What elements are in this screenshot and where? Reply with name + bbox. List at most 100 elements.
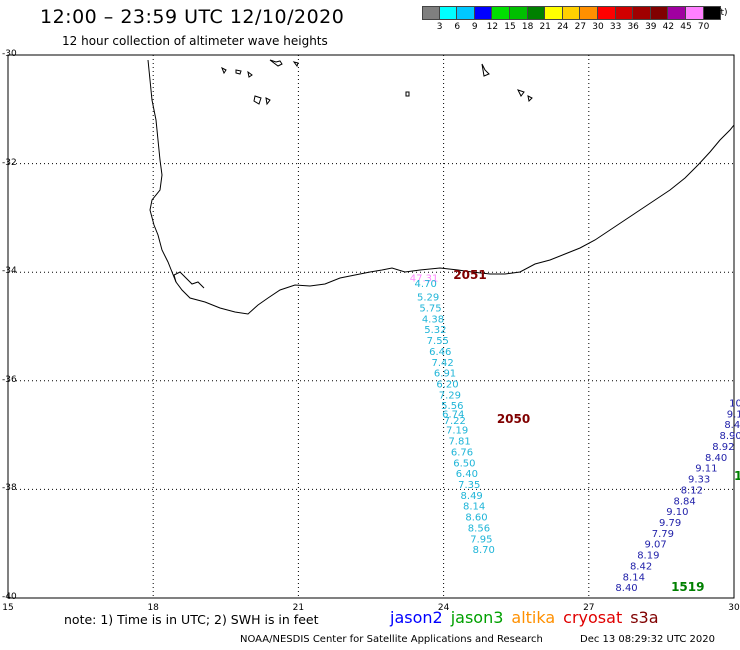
lat-tick-label: -38 <box>2 483 17 494</box>
map-grid <box>8 55 734 598</box>
satellite-name: jason3 <box>450 608 504 627</box>
pass-time-label: 2051 <box>453 268 486 282</box>
legend-label: 18 <box>521 22 534 32</box>
satellite-name: s3a <box>630 608 659 627</box>
legend-swatch <box>562 6 581 20</box>
wave-height-label: 6.20 <box>436 380 458 391</box>
legend-swatch <box>527 6 546 20</box>
legend-swatch <box>615 6 634 20</box>
legend-swatch <box>633 6 651 20</box>
coastline-inlet <box>173 271 205 289</box>
legend-swatch <box>422 6 440 20</box>
altimeter-tracks: 47.314.70 5.295.754.385.327.556.467.426.9… <box>410 268 740 594</box>
page-subtitle: 12 hour collection of altimeter wave hei… <box>62 34 328 48</box>
generation-timestamp: Dec 13 08:29:32 UTC 2020 <box>580 634 715 645</box>
legend-label: 6 <box>454 22 461 32</box>
wave-height-label: 8.70 <box>473 545 495 556</box>
footnote: note: 1) Time is in UTC; 2) SWH is in fe… <box>64 612 319 627</box>
map-frame <box>7 54 735 599</box>
wave-height-label: 6.76 <box>451 447 473 458</box>
legend-label: 9 <box>471 22 478 32</box>
satellite-legend: jason2 jason3 altika cryosat s3a <box>390 608 667 627</box>
coastline <box>147 59 735 315</box>
wave-height-label: 8.56 <box>468 523 490 534</box>
page-title: 12:00 – 23:59 UTC 12/10/2020 <box>40 6 345 28</box>
lon-tick-label: 30 <box>728 603 740 613</box>
legend-label: 70 <box>697 22 710 32</box>
wave-height-label: 9.33 <box>688 475 710 486</box>
pass-time-label: 2050 <box>497 412 530 426</box>
wave-height-label: 8.19 <box>637 551 659 562</box>
legend-swatch <box>703 6 722 20</box>
wave-height-label: 7.95 <box>470 534 492 545</box>
legend-swatch <box>650 6 669 20</box>
lat-tick-label: -34 <box>2 266 17 277</box>
wave-height-label: 9.11 <box>695 464 717 475</box>
wave-height-label: 7.22 <box>444 416 466 427</box>
wave-height-label: 7.81 <box>448 437 470 448</box>
wave-height-label: 5.29 <box>417 293 439 304</box>
legend-label: 36 <box>627 22 639 32</box>
wave-height-label: 7.19 <box>446 426 468 437</box>
legend-swatch <box>509 6 528 20</box>
legend-label: 45 <box>680 22 692 32</box>
wave-height-label: 7.79 <box>652 529 674 540</box>
wave-height-label: 6.74 <box>442 409 464 420</box>
legend-swatch <box>597 6 616 20</box>
wave-height-label: 8.14 <box>463 502 485 513</box>
lon-tick-label: 18 <box>147 603 159 613</box>
wave-height-label: 6.50 <box>453 458 475 469</box>
satellite-name: cryosat <box>563 608 623 627</box>
lat-tick-label: -30 <box>2 49 17 59</box>
wave-height-label: 47.31 <box>410 274 439 285</box>
wave-height-label: 6.91 <box>434 369 456 380</box>
color-legend: 3 6 9 12 15 18 21 24 27 30 33 36 39 42 45 70 (ft) <box>422 6 728 34</box>
lat-tick-label: -40 <box>2 592 17 602</box>
lon-tick-label: 24 <box>437 603 450 613</box>
wave-height-label: 7.29 <box>439 390 461 401</box>
legend-swatch <box>668 6 686 20</box>
legend-label: 21 <box>539 22 551 32</box>
wave-height-label: 5.75 <box>419 303 441 314</box>
wave-height-label: 8.90 <box>719 431 740 442</box>
island-group <box>221 59 533 106</box>
legend-label: 24 <box>557 22 569 32</box>
legend-label: 3 <box>436 22 443 32</box>
wave-height-label: 8.14 <box>623 572 645 583</box>
wave-height-label: 9.07 <box>644 540 666 551</box>
wave-height-label: 8.42 <box>630 561 652 572</box>
legend-label: 33 <box>609 22 622 32</box>
legend-label: 39 <box>645 22 657 32</box>
wave-height-label: 9.10 <box>666 507 688 518</box>
wave-height-label: 4.70 <box>415 279 437 290</box>
wave-height-label: 7.35 <box>458 480 480 491</box>
pass-time-label: 1 <box>734 469 740 483</box>
credit-line: NOAA/NESDIS Center for Satellite Applica… <box>240 634 543 645</box>
wave-height-label: 8.84 <box>674 496 696 507</box>
legend-color-bar <box>422 6 722 20</box>
wave-height-label: 6.40 <box>456 469 478 480</box>
wave-height-label: 5.56 <box>441 401 463 412</box>
wave-height-label: 8.40 <box>705 453 727 464</box>
wave-height-label: 10 <box>729 399 740 410</box>
legend-swatch <box>492 6 510 20</box>
wave-height-label: 8.60 <box>465 513 487 524</box>
wave-height-label: 9.1 <box>727 409 740 420</box>
satellite-name: altika <box>511 608 556 627</box>
legend-label: 15 <box>504 22 516 32</box>
pass-time-label: 1519 <box>671 580 704 594</box>
satellite-name: jason2 <box>390 608 443 627</box>
legend-label: 12 <box>486 22 499 32</box>
lon-tick-label: 21 <box>292 603 305 613</box>
lon-tick-label: 27 <box>583 603 595 613</box>
legend-unit: (ft) <box>714 8 728 18</box>
legend-label: 30 <box>592 22 604 32</box>
lon-tick-label: 15 <box>2 603 14 613</box>
wave-height-label: 7.55 <box>427 336 449 347</box>
wave-height-label: 8.49 <box>461 491 483 502</box>
lat-tick-label: -36 <box>2 374 17 385</box>
legend-labels: 3 6 9 12 15 18 21 24 27 30 33 36 39 42 45 70 <box>422 20 721 34</box>
legend-swatch <box>439 6 458 20</box>
legend-swatch <box>457 6 475 20</box>
